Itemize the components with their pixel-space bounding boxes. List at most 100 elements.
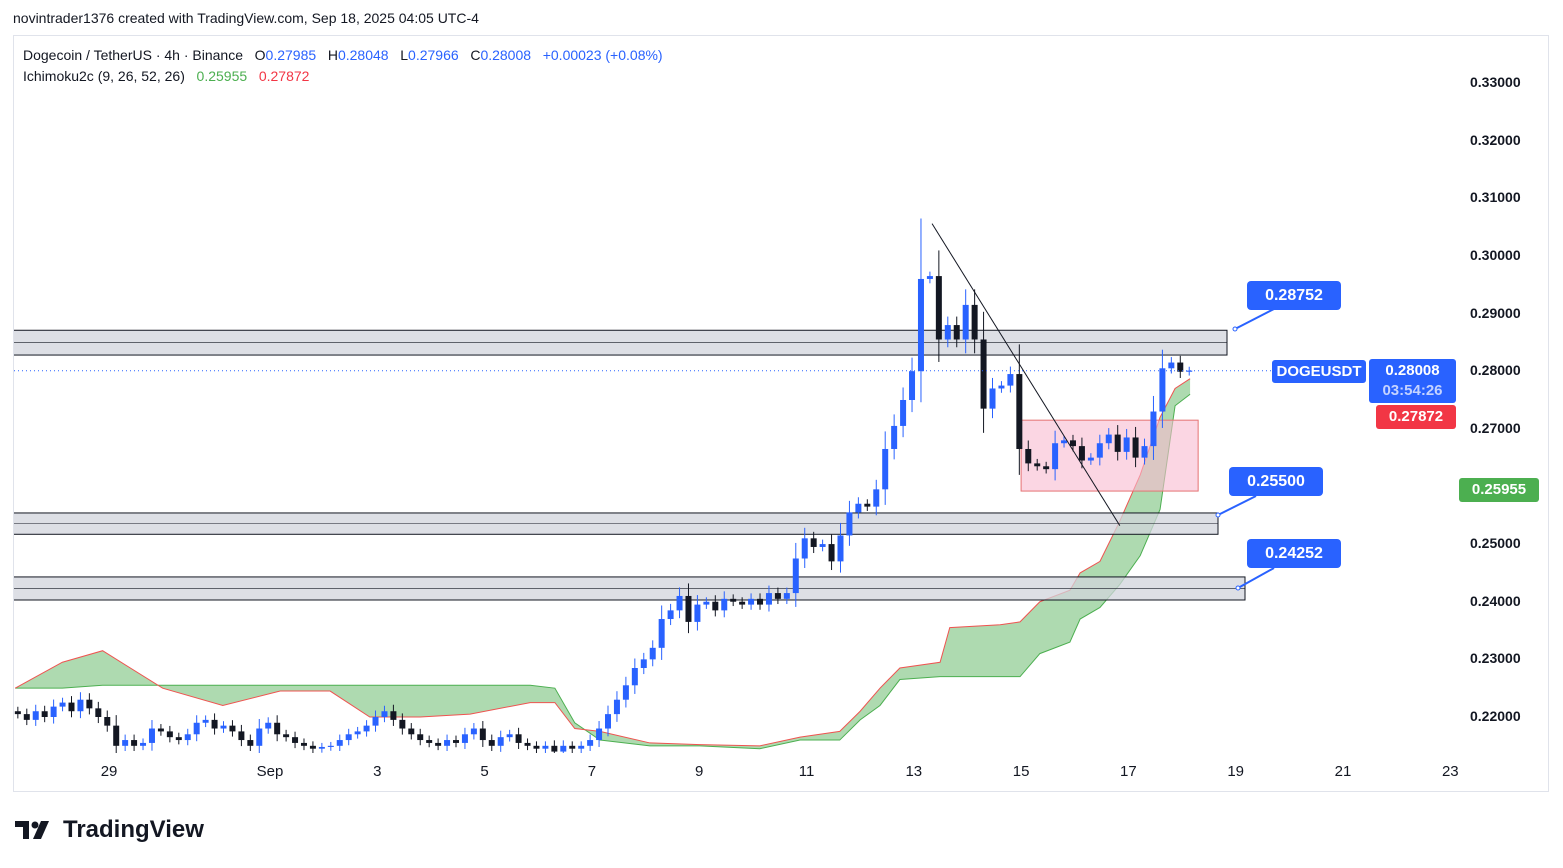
candle-body (1052, 443, 1059, 470)
ichimoku-span-b-line (14, 378, 1191, 747)
candle-body (363, 725, 370, 732)
time-tick: 5 (480, 763, 489, 780)
candle-body (113, 725, 120, 746)
candle-body (506, 734, 513, 738)
indicator-row: Ichimoku2c (9, 26, 52, 26) 0.25955 0.278… (23, 66, 663, 87)
candle-body (757, 598, 764, 605)
price-callout-support-1[interactable]: 0.25500 (1229, 467, 1323, 496)
time-tick: 21 (1334, 763, 1352, 780)
candle-body (381, 711, 388, 717)
candle-body (41, 711, 48, 717)
time-tick: 11 (798, 763, 815, 780)
candle-body (175, 737, 182, 741)
candle-body (613, 699, 620, 715)
chart-pane[interactable] (13, 35, 1549, 792)
candle-body (819, 544, 826, 547)
candle-body (944, 325, 951, 340)
candle-body (909, 371, 916, 400)
candle-body (810, 538, 817, 547)
candle-body (721, 598, 728, 611)
candle-body (694, 604, 701, 622)
candle-body (578, 745, 585, 749)
time-tick: 13 (905, 763, 923, 780)
candle-body (676, 595, 683, 611)
candle-body (649, 647, 656, 660)
candle-body (1105, 434, 1112, 444)
indicator-title[interactable]: Ichimoku2c (9, 26, 52, 26) (23, 68, 185, 84)
candle-body (1159, 368, 1166, 412)
time-tick: 7 (587, 763, 597, 780)
close-label: C (470, 47, 481, 63)
time-tick: Sep (256, 763, 284, 780)
callout-anchor (1215, 512, 1221, 518)
candle-body (1114, 434, 1121, 452)
candle-body (408, 728, 415, 735)
price-callout-support-2[interactable]: 0.24252 (1247, 539, 1341, 568)
candle-body (801, 538, 808, 559)
candle-body (104, 716, 111, 726)
chart-legend: Dogecoin / TetherUS · 4h · Binance O0.27… (23, 45, 663, 87)
callout-pointer (1234, 308, 1275, 330)
candle-body (935, 276, 942, 340)
last-price-tag: 0.28008 03:54:26 (1369, 359, 1456, 403)
candle-body (345, 734, 352, 741)
tradingview-logo[interactable]: TradingView (15, 816, 204, 844)
candle-body (479, 728, 486, 741)
candle-body (730, 598, 737, 602)
price-tick: 0.33000 (1470, 74, 1521, 90)
symbol-tag: DOGEUSDT (1272, 360, 1366, 383)
time-tick: 17 (1120, 763, 1137, 780)
high-value: 0.28048 (337, 47, 389, 63)
chart-credit: novintrader1376 created with TradingView… (13, 10, 479, 26)
candle-body (1177, 362, 1184, 372)
candle-body (962, 304, 969, 340)
candle-body (444, 740, 451, 746)
candle-body (1087, 457, 1094, 461)
candle-body (765, 593, 772, 605)
candle-body (435, 742, 442, 746)
candle-body (452, 740, 459, 743)
candle-body (837, 535, 844, 562)
symbol-title[interactable]: Dogecoin / TetherUS · 4h · Binance (23, 47, 243, 63)
candle-body (1034, 463, 1041, 467)
candle-body (131, 740, 138, 746)
candle-body (488, 740, 495, 746)
price-tick: 0.28000 (1470, 362, 1521, 379)
candle-body (783, 593, 790, 599)
candle-body (998, 385, 1005, 389)
candle-body (140, 742, 147, 746)
candle-body (631, 668, 638, 686)
ichimoku-cloud (15, 378, 1191, 749)
candle-body (1186, 370, 1193, 372)
price-tick: 0.23000 (1470, 650, 1521, 667)
candle-body (470, 728, 477, 735)
candle-body (980, 339, 987, 409)
candle-body (953, 325, 960, 340)
candle-body (148, 728, 155, 743)
candle-body (32, 711, 39, 720)
candle-body (667, 610, 674, 620)
indicator-red-value: 0.27872 (258, 68, 310, 84)
price-tick: 0.29000 (1470, 304, 1521, 321)
candle-body (211, 719, 218, 729)
candle-body (900, 399, 907, 426)
candle-body (658, 619, 665, 648)
price-tick: 0.31000 (1470, 189, 1521, 206)
price-tick: 0.22000 (1470, 707, 1521, 724)
candle-body (265, 722, 272, 729)
price-tick: 0.25000 (1470, 535, 1521, 552)
price-callout-resistance[interactable]: 0.28752 (1247, 281, 1341, 310)
callout-anchor (1232, 326, 1238, 332)
candle-body (739, 601, 746, 605)
candle-body (327, 745, 334, 747)
candle-body (748, 598, 755, 605)
candle-body (917, 278, 924, 372)
candle-body (354, 731, 361, 735)
close-value: 0.28008 (480, 47, 532, 63)
candle-body (318, 746, 325, 749)
candle-body (157, 728, 164, 732)
candle-body (417, 734, 424, 741)
candle-body (14, 711, 21, 715)
candle-body (184, 734, 191, 741)
